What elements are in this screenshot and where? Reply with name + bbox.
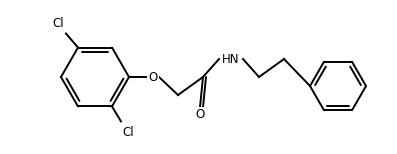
Text: O: O bbox=[148, 71, 158, 83]
Text: Cl: Cl bbox=[52, 17, 64, 30]
Text: HN: HN bbox=[222, 53, 240, 65]
Text: Cl: Cl bbox=[122, 126, 134, 139]
Text: O: O bbox=[195, 109, 204, 122]
